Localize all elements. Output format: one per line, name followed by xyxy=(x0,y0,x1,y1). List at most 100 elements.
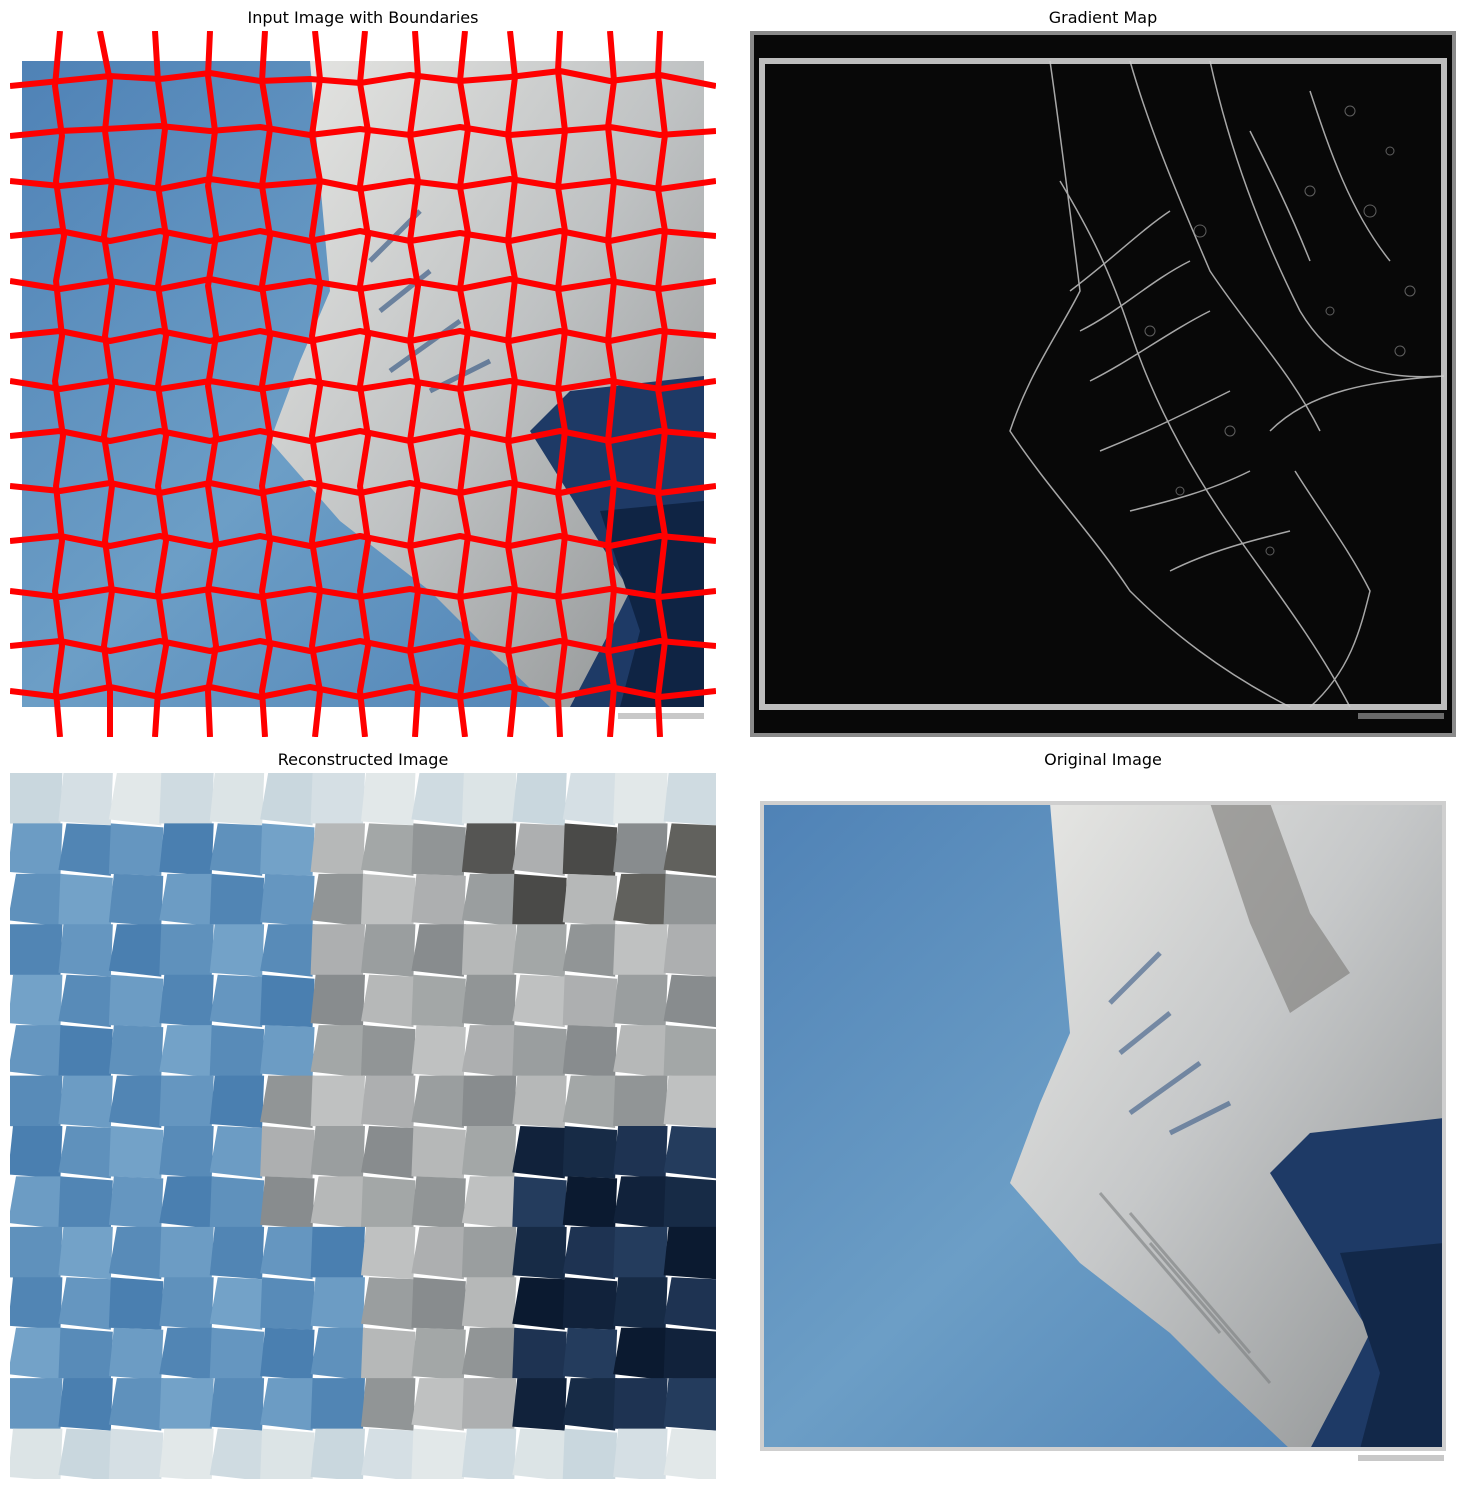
superpixel-cell xyxy=(613,1378,668,1431)
superpixel-cell xyxy=(361,1327,416,1381)
gradient-map-panel xyxy=(750,31,1456,737)
superpixel-cell xyxy=(260,1176,315,1229)
superpixel-cell xyxy=(209,1126,265,1179)
superpixel-cell xyxy=(461,1176,517,1229)
superpixel-cell xyxy=(260,773,315,826)
superpixel-cell xyxy=(562,924,618,977)
superpixel-cell xyxy=(361,1226,416,1280)
superpixel-cell xyxy=(260,1226,315,1280)
superpixel-cell xyxy=(260,1428,315,1479)
superpixel-cell xyxy=(411,1378,466,1431)
superpixel-cell xyxy=(461,974,517,1028)
superpixel-cell xyxy=(562,1378,618,1431)
superpixel-cell xyxy=(663,1126,716,1179)
superpixel-cell xyxy=(108,924,164,977)
superpixel-cell xyxy=(310,1428,365,1479)
superpixel-boundaries xyxy=(10,31,716,737)
superpixel-cell xyxy=(361,823,416,876)
superpixel-cell xyxy=(361,1025,416,1078)
superpixel-cell xyxy=(58,1025,113,1078)
superpixel-cell xyxy=(58,1378,113,1431)
superpixel-cell xyxy=(108,773,164,826)
panel-title-reconstructed: Reconstructed Image xyxy=(277,750,449,769)
superpixel-cell xyxy=(58,1126,113,1179)
superpixel-cell xyxy=(310,924,365,977)
superpixel-cell xyxy=(58,1327,113,1381)
superpixel-cell xyxy=(613,773,668,826)
superpixel-cell xyxy=(260,924,315,977)
superpixel-cell xyxy=(159,1277,214,1330)
superpixel-cell xyxy=(10,1226,63,1280)
superpixel-cell xyxy=(562,1176,618,1229)
superpixel-cell xyxy=(10,1075,63,1128)
superpixel-cell xyxy=(411,1075,466,1128)
panel-title-input: Input Image with Boundaries xyxy=(247,8,479,27)
superpixel-cell xyxy=(512,773,567,826)
superpixel-cell xyxy=(260,873,315,927)
superpixel-cell xyxy=(361,1277,416,1330)
superpixel-cell xyxy=(10,1126,63,1179)
superpixel-cell xyxy=(260,823,315,876)
superpixel-cell xyxy=(159,1327,214,1381)
superpixel-cell xyxy=(209,1378,265,1431)
superpixel-cell xyxy=(108,1428,164,1479)
superpixel-cell xyxy=(108,1176,164,1229)
superpixel-cell xyxy=(411,1277,466,1330)
superpixel-cell xyxy=(613,1176,668,1229)
superpixel-cell xyxy=(562,773,618,826)
superpixel-cell xyxy=(209,823,265,876)
superpixel-cell xyxy=(461,1327,517,1381)
superpixel-cell xyxy=(310,1327,365,1381)
superpixel-cell xyxy=(461,823,517,876)
superpixel-cell xyxy=(411,1226,466,1280)
superpixel-cell xyxy=(613,1428,668,1479)
superpixel-cell xyxy=(10,1327,63,1381)
panel-title-original: Original Image xyxy=(1044,750,1162,769)
superpixel-cell xyxy=(159,1176,214,1229)
superpixel-cell xyxy=(411,1327,466,1381)
superpixel-cell xyxy=(310,823,365,876)
superpixel-cell xyxy=(613,1327,668,1381)
panel-title-gradient: Gradient Map xyxy=(1048,8,1158,27)
superpixel-cell xyxy=(58,1226,113,1280)
superpixel-cell xyxy=(58,773,113,826)
superpixel-cell xyxy=(663,1378,716,1431)
superpixel-cell xyxy=(512,823,567,876)
superpixel-cell xyxy=(361,974,416,1028)
superpixel-cell xyxy=(361,873,416,927)
superpixel-cell xyxy=(310,873,365,927)
superpixel-cell xyxy=(411,1428,466,1479)
superpixel-cell xyxy=(613,1226,668,1280)
superpixel-cell xyxy=(461,773,517,826)
superpixel-cell xyxy=(512,1327,567,1381)
superpixel-cell xyxy=(361,1428,416,1479)
superpixel-cell xyxy=(361,1378,416,1431)
superpixel-cell xyxy=(663,1226,716,1280)
superpixel-cell xyxy=(562,974,618,1028)
superpixel-cell xyxy=(562,1428,618,1479)
input-image-panel xyxy=(10,31,716,737)
superpixel-cell xyxy=(10,1025,63,1078)
superpixel-cell xyxy=(58,1428,113,1479)
superpixel-cell xyxy=(108,1126,164,1179)
superpixel-cell xyxy=(310,1176,365,1229)
superpixel-cell xyxy=(10,773,63,826)
superpixel-cell xyxy=(663,1428,716,1479)
superpixel-cell xyxy=(512,1075,567,1128)
superpixel-cell xyxy=(10,873,63,927)
superpixel-cell xyxy=(361,773,416,826)
superpixel-cell xyxy=(461,873,517,927)
superpixel-cell xyxy=(512,924,567,977)
superpixel-cell xyxy=(108,1226,164,1280)
superpixel-cell xyxy=(411,873,466,927)
superpixel-cell xyxy=(411,823,466,876)
superpixel-cell xyxy=(209,1176,265,1229)
original-image-panel xyxy=(750,773,1456,1479)
superpixel-cell xyxy=(613,1025,668,1078)
superpixel-cell xyxy=(512,1378,567,1431)
superpixel-cell xyxy=(10,1428,63,1479)
superpixel-cell xyxy=(310,1025,365,1078)
superpixel-cell xyxy=(613,1075,668,1128)
superpixel-cell xyxy=(108,1277,164,1330)
superpixel-cell xyxy=(562,873,618,927)
